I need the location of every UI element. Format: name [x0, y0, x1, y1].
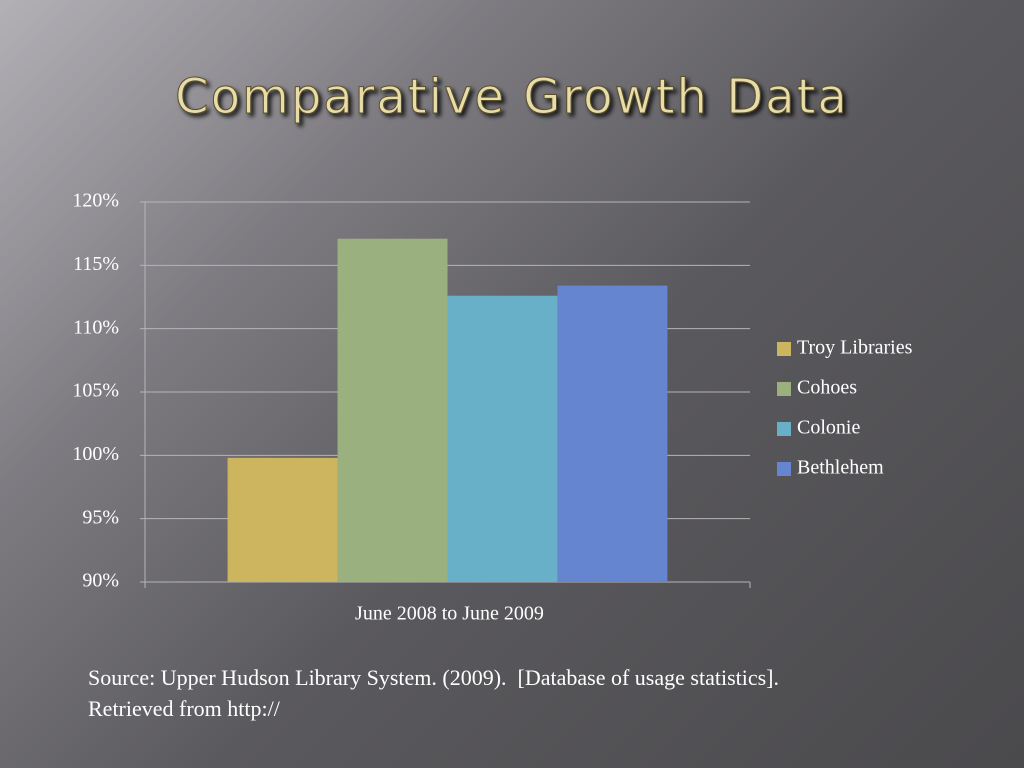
bar: [227, 457, 338, 582]
y-tick-label: 110%: [73, 316, 119, 338]
legend-swatch: [777, 382, 791, 396]
legend-label: Troy Libraries: [797, 337, 913, 359]
y-tick-label: 95%: [82, 506, 119, 528]
y-tick-label: 100%: [72, 443, 119, 465]
legend-swatch: [777, 462, 791, 476]
y-tick-label: 120%: [72, 190, 119, 212]
bar: [447, 295, 558, 582]
bar: [337, 238, 448, 582]
chart-title: Comparative Growth Data: [175, 69, 849, 125]
legend-swatch: [777, 422, 791, 436]
y-tick-label: 90%: [82, 570, 119, 592]
source-note: Source: Upper Hudson Library System. (20…: [88, 665, 791, 721]
legend-label: Cohoes: [797, 377, 857, 399]
y-tick-label: 105%: [72, 380, 119, 402]
x-tick-label: June 2008 to June 2009: [355, 603, 544, 625]
y-tick-label: 115%: [73, 253, 119, 275]
legend-swatch: [777, 342, 791, 356]
legend-label: Bethlehem: [797, 457, 884, 479]
bar: [557, 285, 668, 582]
legend-label: Colonie: [797, 417, 860, 439]
